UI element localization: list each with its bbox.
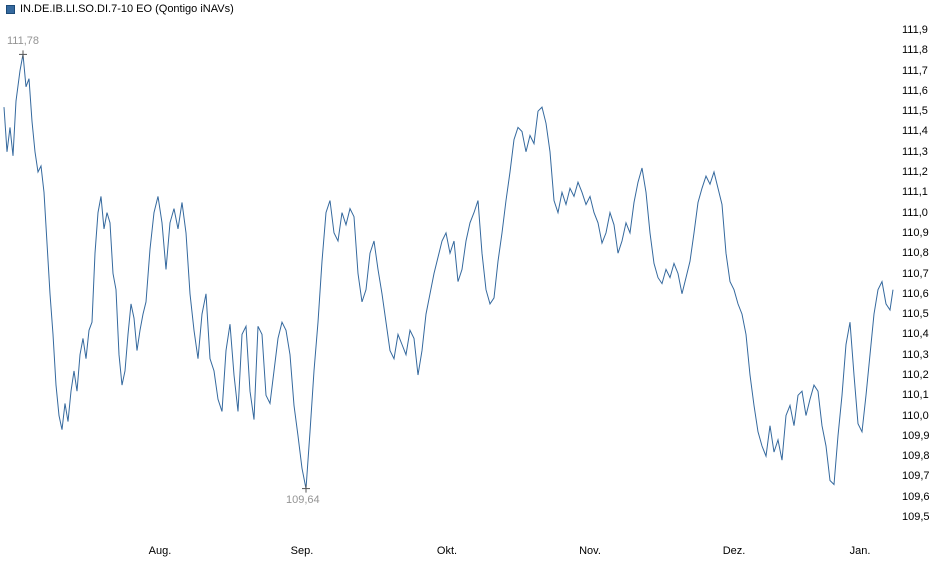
x-axis-tick-label: Dez. <box>722 545 746 557</box>
series-legend-marker-icon <box>6 4 15 14</box>
y-axis-tick-label: 111,5 <box>902 105 928 118</box>
y-axis-tick-label: 111,9 <box>902 24 928 36</box>
x-axis-tick-label: Jan. <box>849 545 871 557</box>
x-axis-tick-label: Nov. <box>579 545 601 557</box>
y-axis-tick-label: 110,2 <box>902 368 929 381</box>
chart-header: IN.DE.IB.LI.SO.DI.7-10 EO (Qontigo iNAVs… <box>6 3 234 15</box>
y-axis-tick-label: 110,5 <box>902 308 929 321</box>
y-axis-tick-label: 110,9 <box>902 226 929 239</box>
y-axis-tick-label: 109,8 <box>902 450 930 463</box>
y-axis-tick-label: 111,3 <box>902 145 928 158</box>
y-axis-tick-label: 110,0 <box>902 409 929 422</box>
y-axis-tick-label: 110,3 <box>902 348 929 361</box>
y-axis-tick-label: 111,4 <box>902 125 928 138</box>
y-axis-tick-label: 109,9 <box>902 429 930 442</box>
x-axis-tick-label: Sep. <box>290 545 314 557</box>
y-axis-tick-label: 110,6 <box>902 287 929 300</box>
y-axis-tick-label: 110,7 <box>902 267 929 280</box>
y-axis-tick-label: 109,7 <box>902 470 930 483</box>
price-line <box>3 54 894 489</box>
y-axis-tick-label: 110,1 <box>902 389 929 402</box>
y-axis-tick-label: 111,6 <box>902 84 928 97</box>
min-annotation-label: 109,64 <box>286 493 320 506</box>
y-axis-tick-label: 110,8 <box>902 247 929 260</box>
x-axis-tick-label: Okt. <box>436 545 458 557</box>
x-axis-tick-label: Aug. <box>148 545 172 557</box>
y-axis-tick-label: 111,1 <box>902 186 928 199</box>
max-annotation-label: 111,78 <box>7 35 40 48</box>
y-axis-tick-label: 109,5 <box>902 511 930 523</box>
y-axis-tick-label: 110,4 <box>902 328 929 341</box>
y-axis-tick-label: 111,2 <box>902 166 928 179</box>
y-axis-tick-label: 111,7 <box>902 64 928 77</box>
y-axis-tick-label: 111,8 <box>902 44 928 57</box>
y-axis-tick-label: 111,0 <box>902 206 928 219</box>
chart-title: IN.DE.IB.LI.SO.DI.7-10 EO (Qontigo iNAVs… <box>20 3 234 15</box>
y-axis-tick-label: 109,6 <box>902 490 930 503</box>
